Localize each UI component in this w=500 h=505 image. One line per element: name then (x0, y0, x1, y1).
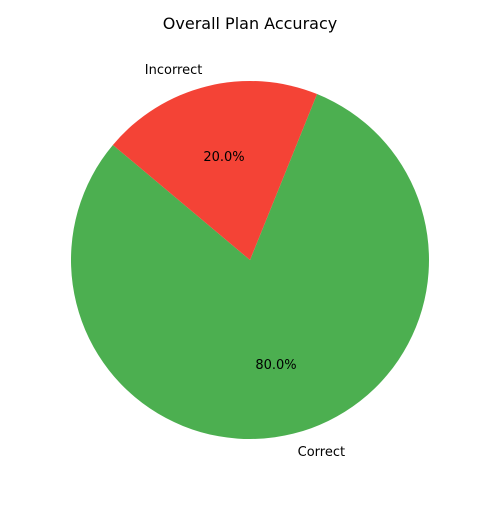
pie-slice-incorrect (112, 81, 318, 260)
pie-slices (70, 81, 429, 439)
chart-title: Overall Plan Accuracy (163, 14, 337, 33)
pie-labels: Correct 80.0% Incorrect 20.0% (145, 63, 345, 460)
slice-label-correct: Correct (298, 445, 345, 460)
slice-label-incorrect: Incorrect (145, 63, 203, 78)
slice-percent-correct: 80.0% (255, 358, 296, 373)
pie-slice-correct (70, 94, 429, 439)
slice-percent-incorrect: 20.0% (203, 150, 244, 165)
